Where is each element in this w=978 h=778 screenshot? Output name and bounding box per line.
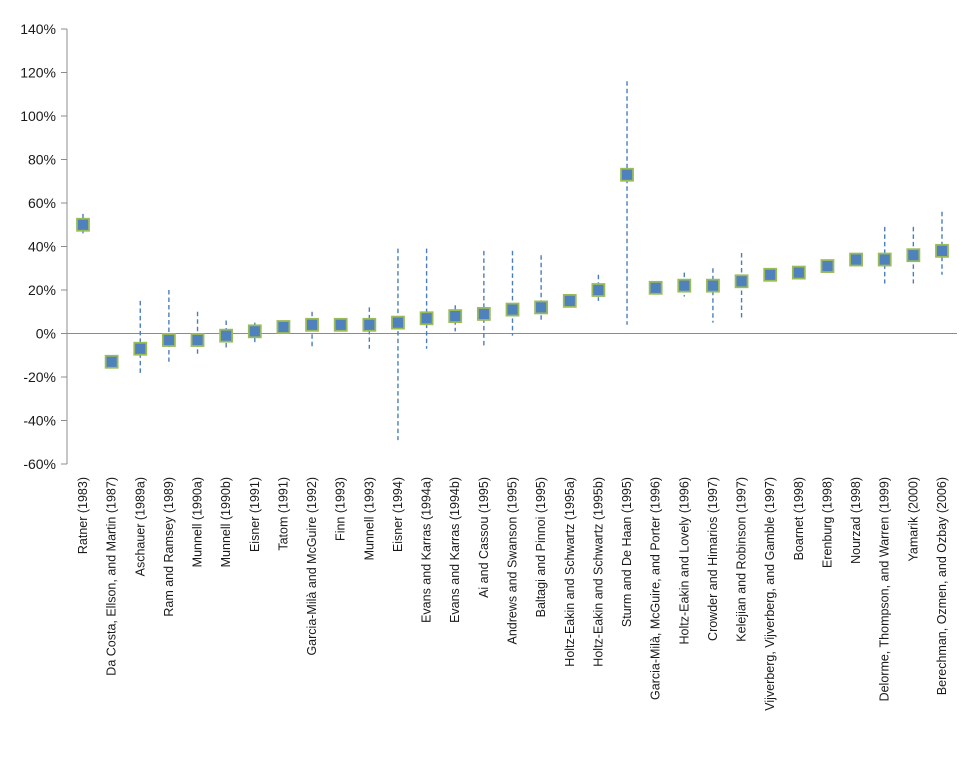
data-point-marker	[620, 167, 634, 182]
data-point-marker	[305, 317, 319, 332]
x-category-label: Da Costa, Ellson, and Martin (1987)	[105, 477, 119, 676]
data-point-marker	[877, 252, 892, 267]
error-bars	[82, 81, 943, 441]
y-tick-label: -40%	[23, 413, 56, 429]
data-point-marker	[419, 311, 434, 326]
data-point-marker	[247, 324, 262, 339]
y-tick-label: 140%	[20, 21, 56, 37]
y-tick-label: 100%	[20, 108, 56, 124]
x-category-label: Andrews and Swanson (1995)	[505, 477, 519, 644]
x-category-label: Aschauer (1989a)	[133, 477, 147, 576]
x-category-label: Sturm and De Haan (1995)	[620, 477, 634, 627]
data-point-marker	[161, 333, 176, 347]
y-tick-label: 0%	[36, 326, 56, 342]
x-category-label: Garcia-Milà, McGuire, and Porter (1996)	[649, 477, 663, 700]
data-points	[76, 167, 949, 369]
data-point-marker	[791, 265, 806, 280]
data-point-marker	[763, 267, 778, 282]
x-category-label: Ai and Cassou (1995)	[477, 477, 491, 598]
data-point-marker	[820, 259, 835, 273]
x-category-label: Munnell (1990b)	[219, 477, 233, 567]
x-category-label: Finn (1993)	[334, 477, 348, 541]
data-point-marker	[734, 274, 749, 289]
y-tick-label: 20%	[28, 282, 56, 298]
data-point-marker	[906, 248, 921, 263]
x-category-label: Munnell (1993)	[362, 477, 376, 560]
data-point-marker	[562, 293, 577, 308]
x-category-label: Yamarik (2000)	[906, 477, 920, 562]
data-point-marker	[648, 280, 663, 295]
data-point-marker	[276, 320, 291, 334]
x-category-label: Kelejian and Robinson (1997)	[735, 477, 749, 642]
x-category-label: Boarnet (1998)	[792, 477, 806, 560]
y-tick-label: 80%	[28, 152, 56, 168]
x-category-label: Evans and Karras (1994a)	[420, 477, 434, 623]
data-point-marker	[76, 217, 90, 232]
x-category-label: Holtz-Eakin and Lovely (1996)	[677, 477, 691, 644]
y-tick-label: 120%	[20, 65, 56, 81]
data-point-marker	[591, 283, 606, 297]
x-category-label: Crowder and Himarios (1997)	[706, 477, 720, 641]
data-point-marker	[362, 317, 377, 332]
y-tick-label: 60%	[28, 195, 56, 211]
x-category-label: Ram and Ramsey (1989)	[162, 477, 176, 617]
y-tick-label: -60%	[23, 456, 56, 472]
data-point-marker	[935, 243, 949, 258]
data-point-marker	[391, 315, 405, 330]
data-point-marker	[448, 309, 463, 324]
data-point-marker	[706, 278, 720, 293]
data-point-marker	[104, 354, 119, 369]
x-category-label: Ratner (1983)	[76, 477, 90, 554]
x-category-label: Evans and Karras (1994b)	[448, 477, 462, 623]
data-point-marker	[190, 333, 205, 347]
x-category-label: Garcia-Milà and McGuire (1992)	[305, 477, 319, 656]
x-category-label: Baltagi and Pinnoi (1995)	[534, 477, 548, 617]
x-category-label: Munnell (1990a)	[191, 477, 205, 567]
x-category-label: Erenburg (1998)	[820, 477, 834, 568]
data-point-marker	[534, 300, 549, 315]
x-category-label: Vijverberg, Vijverberg, and Gamble (1997…	[763, 477, 777, 711]
data-point-marker	[219, 328, 234, 343]
x-category-label: Holtz-Eakin and Schwartz (1995b)	[591, 477, 605, 667]
y-tick-label: -20%	[23, 369, 56, 385]
data-point-marker	[476, 307, 491, 321]
data-point-marker	[133, 341, 148, 356]
data-point-marker	[333, 317, 348, 332]
x-category-label: Nourzad (1998)	[849, 477, 863, 564]
x-category-label: Holtz-Eakin and Schwartz (1995a)	[563, 477, 577, 667]
y-axis: 140% 120% 100% 80% 60% 40% 20% 0% -20% -40% -60%	[20, 21, 68, 472]
data-point-marker	[677, 278, 692, 293]
x-category-label: Delorme, Thompson, and Warren (1999)	[878, 477, 892, 701]
x-category-label: Berechman, Ozmen, and Ozbay (2006)	[935, 477, 949, 695]
data-point-marker	[505, 302, 520, 317]
y-tick-label: 40%	[28, 239, 56, 255]
x-category-label: Tatom (1991)	[276, 477, 290, 551]
x-category-label: Eisner (1991)	[248, 477, 262, 552]
x-category-label: Eisner (1994)	[391, 477, 405, 552]
x-axis-labels: Ratner (1983) Da Costa, Ellson, and Marti…	[76, 477, 949, 711]
data-point-marker	[849, 252, 863, 267]
